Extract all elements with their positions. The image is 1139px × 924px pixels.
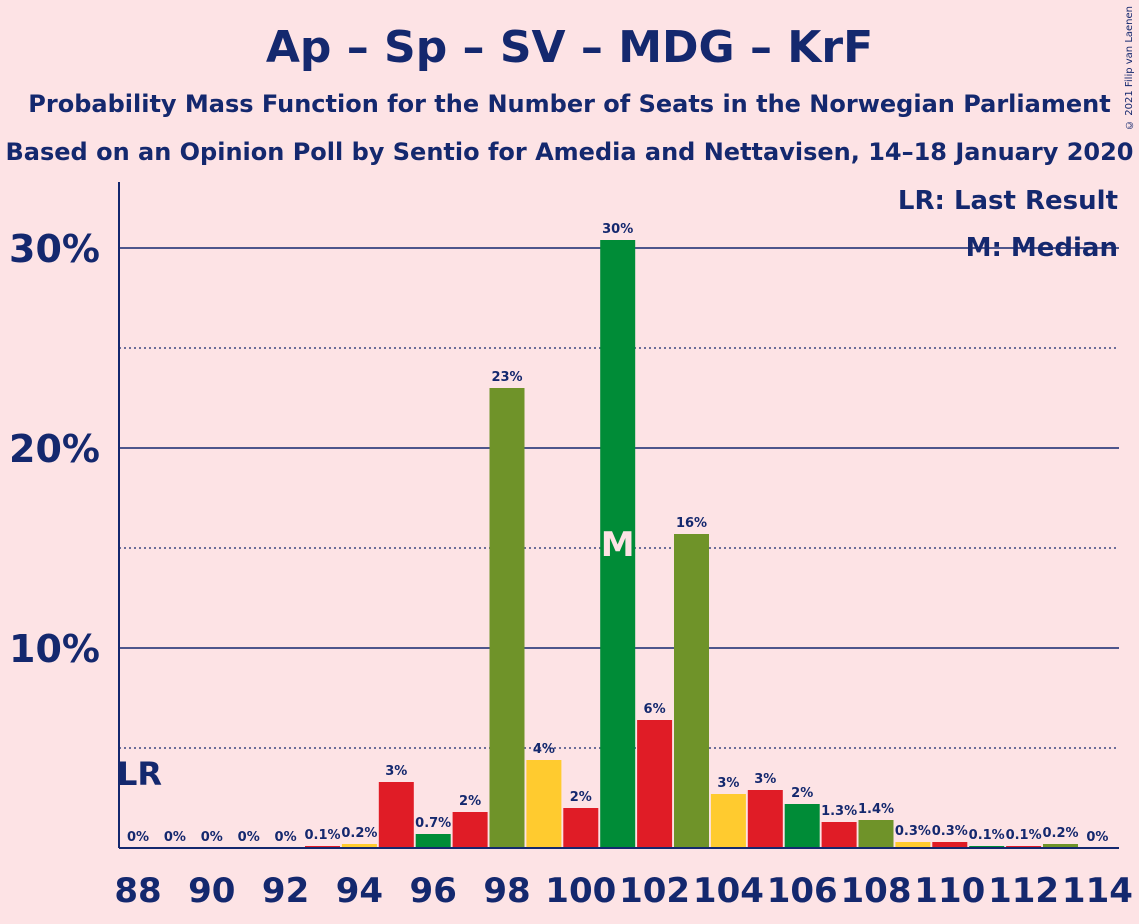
data-label: 0.7% (415, 816, 451, 831)
data-label: 2% (791, 786, 813, 801)
data-label: 30% (602, 222, 633, 237)
data-label: 0.1% (304, 828, 340, 843)
bar (526, 760, 562, 848)
data-label: 0% (127, 830, 149, 845)
bar (784, 804, 820, 848)
legend-median: M: Median (965, 233, 1118, 263)
data-label: 3% (717, 776, 739, 791)
data-label: 0.3% (932, 824, 968, 839)
x-tick-label: 96 (410, 871, 457, 911)
bar (858, 820, 894, 848)
x-tick-label: 98 (483, 871, 530, 911)
legend-last-result: LR: Last Result (897, 186, 1118, 216)
data-label: 0% (275, 830, 297, 845)
data-label: 0.1% (1006, 828, 1042, 843)
data-label: 0.1% (969, 828, 1005, 843)
bar (821, 822, 857, 848)
data-label: 16% (676, 516, 707, 531)
x-tick-label: 104 (693, 871, 764, 911)
x-tick-label: 100 (545, 871, 616, 911)
data-label: 3% (754, 772, 776, 787)
bar (747, 790, 783, 848)
y-tick-label: 10% (9, 627, 100, 671)
bar (895, 842, 931, 848)
x-tick-label: 92 (262, 871, 309, 911)
bar (637, 720, 673, 848)
data-label: 0% (164, 830, 186, 845)
bar (341, 844, 377, 848)
data-label: 1.4% (858, 802, 894, 817)
y-tick-label: 30% (9, 227, 100, 271)
x-tick-label: 88 (114, 871, 161, 911)
bar (674, 534, 709, 848)
bar (378, 782, 414, 848)
data-label: 2% (459, 794, 481, 809)
median-marker: M (601, 525, 635, 565)
x-tick-label: 106 (767, 871, 838, 911)
x-tick-label: 90 (188, 871, 235, 911)
bar (710, 794, 746, 848)
chart-subtitle: Probability Mass Function for the Number… (28, 90, 1111, 118)
x-tick-label: 94 (336, 871, 383, 911)
data-label: 0% (201, 830, 223, 845)
y-tick-label: 20% (9, 427, 100, 471)
chart-title: Ap – Sp – SV – MDG – KrF (265, 22, 874, 73)
bar (452, 812, 488, 848)
data-label: 4% (533, 742, 555, 757)
x-tick-label: 110 (914, 871, 985, 911)
data-label: 1.3% (821, 804, 857, 819)
x-tick-label: 108 (841, 871, 912, 911)
bar (415, 834, 451, 848)
data-label: 0.2% (1042, 826, 1078, 841)
x-tick-label: 114 (1062, 871, 1133, 911)
bar (932, 842, 968, 848)
x-tick-label: 102 (619, 871, 690, 911)
data-label: 0% (1086, 830, 1108, 845)
bar (1043, 844, 1078, 848)
bar (563, 808, 599, 848)
data-label: 0.3% (895, 824, 931, 839)
data-label: 2% (570, 790, 592, 805)
data-label: 0% (238, 830, 260, 845)
data-label: 3% (385, 764, 407, 779)
last-result-marker: LR (117, 755, 162, 793)
x-tick-label: 112 (988, 871, 1059, 911)
data-label: 0.2% (341, 826, 377, 841)
bar (489, 388, 525, 848)
chart-source: Based on an Opinion Poll by Sentio for A… (5, 138, 1134, 166)
data-label: 6% (644, 702, 666, 717)
bar (600, 240, 636, 848)
data-label: 23% (491, 370, 522, 385)
